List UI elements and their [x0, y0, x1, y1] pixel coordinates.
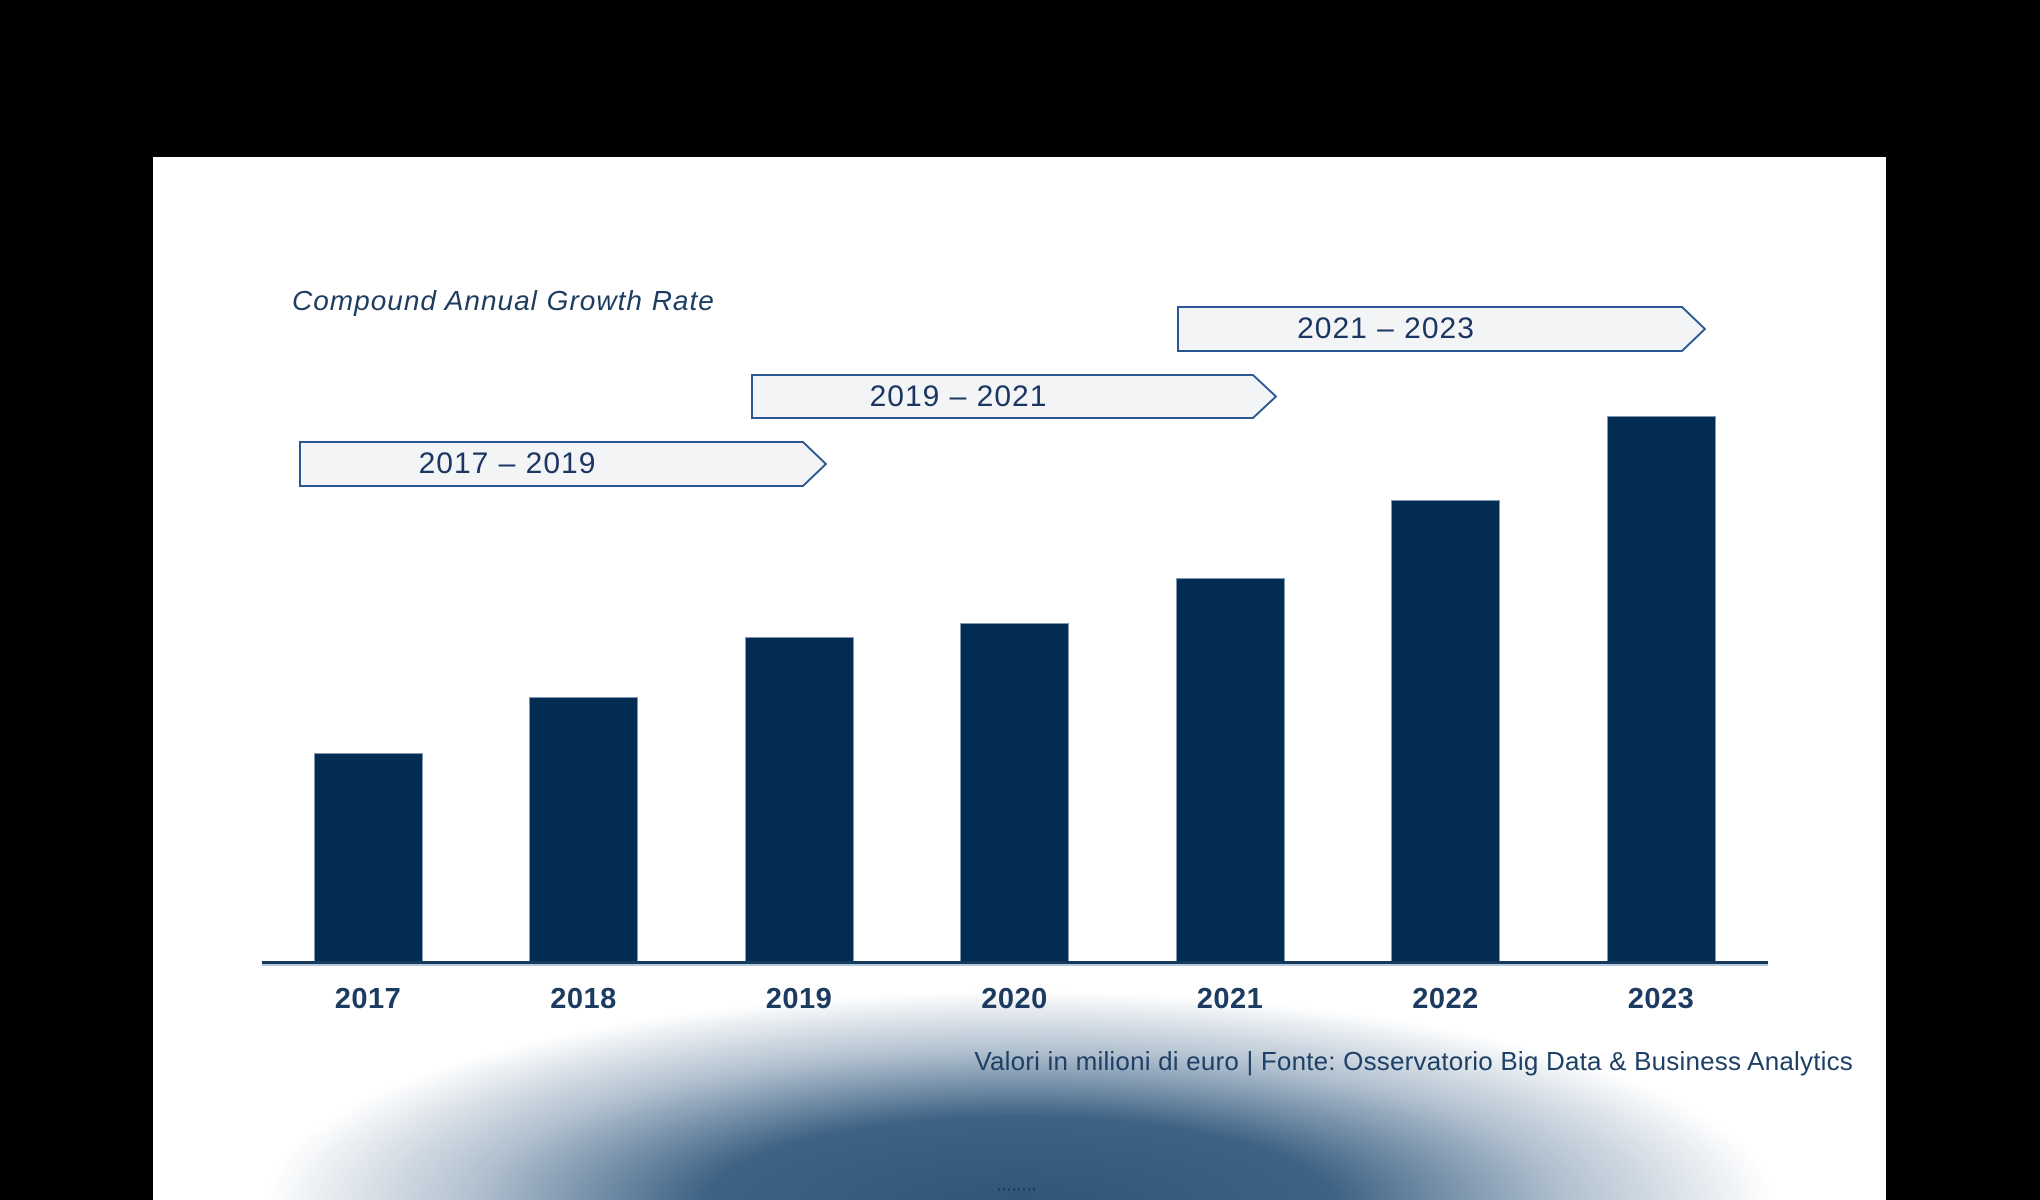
slide-canvas: Compound Annual Growth Rate 2017 – 2019 2…	[153, 157, 1886, 1200]
bottom-dots-decoration	[998, 1188, 1038, 1191]
bar-2023	[1606, 416, 1716, 964]
bar-2018	[529, 697, 638, 964]
year-label-2018: 2018	[550, 983, 617, 1015]
cagr-arrow-shape	[1177, 306, 1706, 352]
year-label-2020: 2020	[981, 983, 1048, 1015]
year-label-2022: 2022	[1412, 983, 1479, 1015]
year-label-2017: 2017	[334, 983, 402, 1015]
bar-2022	[1391, 500, 1500, 964]
cagr-arrow-shape	[299, 441, 827, 487]
cagr-banner-2: 2019 – 2021	[751, 374, 1277, 419]
x-axis-line	[262, 961, 1768, 966]
source-caption: Valori in milioni di euro | Fonte: Osser…	[974, 1046, 1853, 1076]
cagr-banner-label: 2021 – 2023	[1297, 312, 1475, 345]
cagr-banner-3: 2021 – 2023	[1177, 306, 1706, 352]
year-label-2021: 2021	[1196, 983, 1264, 1015]
year-label-2023: 2023	[1627, 983, 1695, 1015]
bar-2020	[960, 623, 1069, 964]
year-label-2019: 2019	[765, 983, 833, 1015]
cagr-banner-label: 2019 – 2021	[869, 379, 1048, 413]
chart-title: Compound Annual Growth Rate	[292, 285, 715, 316]
cagr-banner-label: 2017 – 2019	[418, 447, 597, 480]
bar-2019	[744, 637, 854, 964]
cagr-arrow-shape	[751, 374, 1277, 419]
bar-2021	[1175, 578, 1285, 964]
bar-2017	[313, 753, 423, 964]
cagr-banner-1: 2017 – 2019	[299, 441, 827, 487]
